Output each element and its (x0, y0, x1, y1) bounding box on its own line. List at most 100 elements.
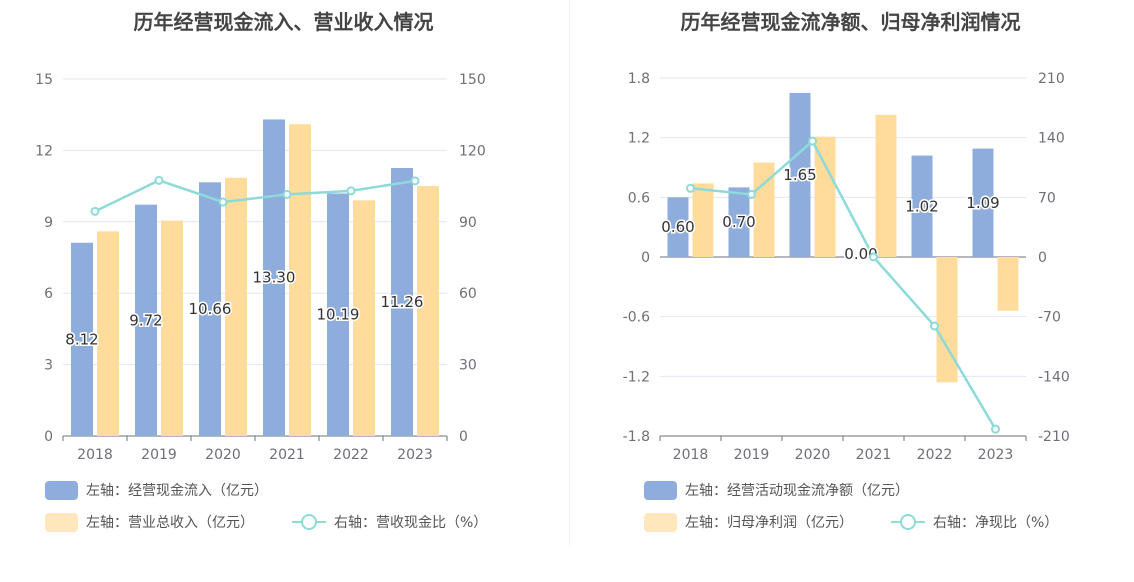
line-point (218, 197, 228, 207)
line-point (282, 189, 292, 199)
chart-panel-left: 历年经营现金流入、营业收入情况 0 3 6 9 12 15 0 30 60 90 120 150 201… (35, 10, 487, 532)
chart-plot-right: -1.8 -1.2 -0.6 0 0.6 1.2 1.8 -210 -140 -70 0 70 140 2… (623, 71, 1070, 463)
legend-item-cash-inflow[interactable]: 左轴：经营现金流入（亿元） (45, 480, 268, 500)
legend-label: 左轴：营业总收入（亿元） (86, 515, 254, 531)
y-tick-label-left: 15 (35, 72, 53, 88)
bar-orange (997, 257, 1019, 311)
data-label: 8.12 (65, 330, 98, 348)
x-tick-label: 2023 (397, 447, 433, 463)
line-point (154, 175, 164, 185)
legend-swatch-orange (644, 512, 677, 532)
x-tick-label: 2018 (673, 447, 709, 463)
y-tick-label-right: -70 (1038, 310, 1061, 326)
line-point (90, 206, 100, 216)
y-tick-label-right: 90 (459, 215, 477, 231)
y-tick-label-left: -1.8 (623, 429, 650, 445)
legend-line-icon (292, 512, 326, 532)
data-label: 1.09 (966, 194, 999, 212)
data-label: 9.72 (129, 311, 162, 329)
bar-orange (692, 183, 714, 257)
y-tick-label-right: 30 (459, 358, 477, 374)
line-point (747, 189, 756, 199)
line-point (346, 186, 356, 196)
line-point (930, 321, 939, 331)
bar-blue (199, 182, 221, 436)
x-tick-label: 2019 (734, 447, 770, 463)
bar-orange (225, 177, 247, 436)
legend-swatch-orange (45, 512, 78, 532)
y-tick-label-left: 1.2 (628, 131, 650, 147)
y-tick-label-left: -1.2 (623, 369, 650, 385)
y-tick-label-right: 60 (459, 286, 477, 302)
bar-blue (71, 242, 93, 436)
line-point (686, 183, 695, 193)
chart-title: 历年经营现金流净额、归母净利润情况 (680, 10, 1021, 34)
bar-orange (417, 186, 439, 436)
x-tick-label: 2022 (333, 447, 369, 463)
y-tick-label-left: 12 (35, 143, 53, 159)
data-label: 13.30 (253, 269, 296, 287)
line-series (94, 179, 416, 213)
bar-blue (135, 204, 157, 436)
y-tick-label-left: 0.6 (628, 190, 650, 206)
legend-swatch-blue (644, 480, 677, 500)
bar-orange (161, 220, 183, 436)
legend-item-revenue-cash-ratio[interactable]: 右轴：营收现金比（%） (292, 512, 487, 532)
x-tick-label: 2018 (77, 447, 113, 463)
bar-orange (97, 231, 119, 436)
legend-line-icon (891, 512, 925, 532)
data-label: 1.65 (783, 166, 816, 184)
bar-orange (936, 257, 958, 383)
data-label: 11.26 (381, 293, 424, 311)
y-tick-label-right: 0 (459, 429, 468, 445)
data-label: 10.19 (317, 306, 360, 324)
y-tick-label-right: 0 (1038, 250, 1047, 266)
y-tick-label-left: 6 (44, 286, 53, 302)
y-tick-label-right: 150 (459, 72, 486, 88)
x-tick-label: 2022 (917, 447, 953, 463)
y-tick-label-right: 70 (1038, 190, 1056, 206)
legend-label: 左轴：经营活动现金流净额（亿元） (685, 483, 909, 499)
bar-blue (972, 148, 994, 257)
y-tick-label-left: 3 (44, 358, 53, 374)
legend-swatch-blue (45, 480, 78, 500)
y-tick-label-right: 120 (459, 143, 486, 159)
line-point (869, 252, 878, 262)
line-point (808, 136, 817, 146)
x-tick-label: 2020 (795, 447, 831, 463)
y-tick-label-right: 140 (1038, 131, 1065, 147)
legend-label: 右轴：净现比（%） (933, 515, 1059, 531)
y-tick-label-right: -210 (1038, 429, 1070, 445)
y-tick-label-right: 210 (1038, 71, 1065, 87)
bar-blue (789, 92, 811, 258)
data-label: 0.70 (722, 213, 755, 231)
y-tick-label-left: 1.8 (628, 71, 650, 87)
data-label: 0.60 (661, 218, 694, 236)
y-tick-label-left: 0 (641, 250, 650, 266)
bar-orange (875, 114, 897, 258)
legend-item-net-cash-ratio[interactable]: 右轴：净现比（%） (891, 512, 1058, 532)
line-point (991, 424, 1000, 434)
legend-label: 右轴：营收现金比（%） (334, 515, 488, 531)
legend-item-net-cash-flow[interactable]: 左轴：经营活动现金流净额（亿元） (644, 480, 909, 500)
x-tick-label: 2020 (205, 447, 241, 463)
legend-label: 左轴：归母净利润（亿元） (685, 515, 853, 531)
y-tick-label-left: 0 (44, 429, 53, 445)
bar-blue (263, 119, 285, 437)
x-tick-label: 2023 (978, 447, 1014, 463)
line-point (410, 176, 420, 186)
bar-blue (391, 168, 413, 436)
chart-title: 历年经营现金流入、营业收入情况 (133, 10, 434, 34)
legend-item-revenue[interactable]: 左轴：营业总收入（亿元） (45, 512, 254, 532)
y-tick-label-left: -0.6 (623, 310, 650, 326)
line-series (690, 139, 997, 430)
legend-item-net-profit[interactable]: 左轴：归母净利润（亿元） (644, 512, 853, 532)
data-label: 10.66 (189, 300, 232, 318)
x-tick-label: 2021 (856, 447, 892, 463)
x-tick-label: 2019 (141, 447, 177, 463)
legend-label: 左轴：经营现金流入（亿元） (86, 483, 268, 499)
chart-panel-right: 历年经营现金流净额、归母净利润情况 -1.8 -1.2 -0.6 0 0.6 1.2 1.8… (567, 0, 1134, 582)
bar-blue (911, 155, 933, 257)
y-tick-label-left: 9 (44, 215, 53, 231)
